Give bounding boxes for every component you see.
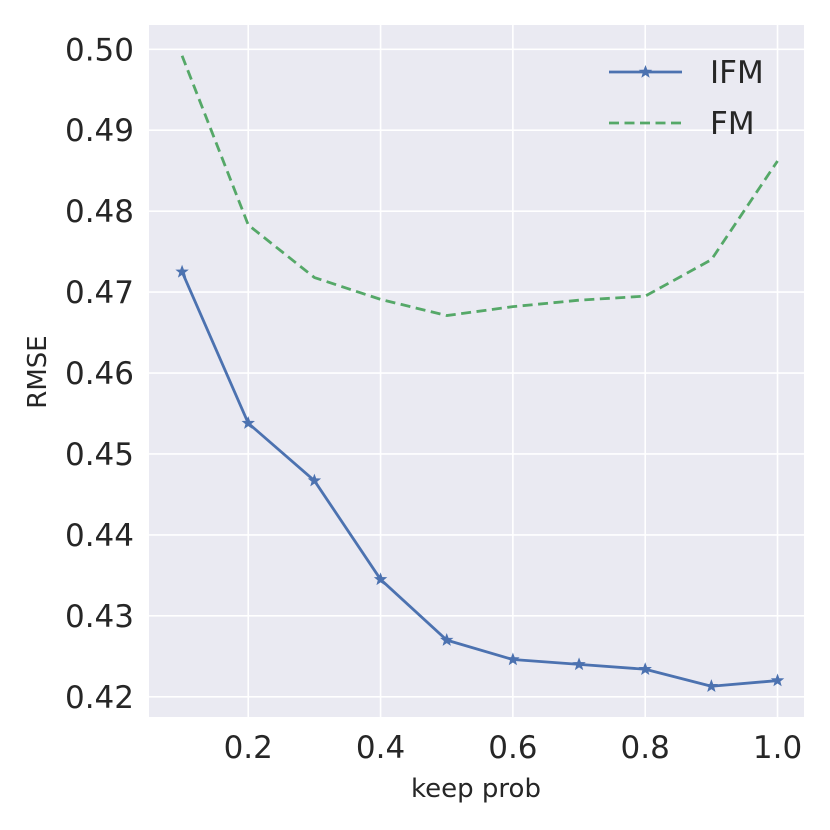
x-tick-label: 1.0 — [753, 730, 802, 766]
x-tick-labels: 0.2 0.4 0.6 0.8 1.0 — [224, 730, 803, 766]
legend-label-fm: FM — [710, 106, 755, 142]
plot-background — [149, 25, 804, 717]
grid — [149, 25, 804, 717]
data-point-ifm — [506, 652, 520, 666]
series-ifm — [175, 264, 785, 692]
y-tick-label: 0.48 — [65, 194, 134, 230]
x-tick-label: 0.6 — [488, 730, 537, 766]
x-tick-label: 0.4 — [356, 730, 405, 766]
y-tick-label: 0.49 — [65, 113, 134, 149]
data-point-ifm — [175, 264, 189, 278]
y-tick-labels: 0.42 0.43 0.44 0.45 0.46 0.47 0.48 0.49 0.50 — [65, 32, 134, 715]
y-tick-label: 0.42 — [65, 680, 134, 716]
series-layer — [175, 55, 785, 692]
data-point-ifm — [572, 657, 586, 671]
y-tick-label: 0.47 — [65, 275, 134, 311]
y-tick-label: 0.46 — [65, 356, 134, 392]
data-point-ifm — [307, 473, 322, 487]
data-point-ifm — [440, 633, 454, 646]
x-tick-label: 0.8 — [621, 730, 670, 766]
x-axis-label: keep prob — [411, 774, 541, 804]
legend-marker-ifm — [638, 64, 653, 78]
y-tick-label: 0.50 — [65, 32, 134, 68]
legend-label-ifm: IFM — [710, 55, 764, 91]
y-tick-label: 0.43 — [65, 599, 134, 635]
y-tick-label: 0.44 — [65, 518, 134, 554]
data-point-ifm — [241, 416, 255, 429]
y-tick-label: 0.45 — [65, 437, 134, 473]
data-point-ifm — [373, 572, 388, 586]
legend: IFM FM — [609, 55, 764, 142]
x-tick-label: 0.2 — [224, 730, 273, 766]
data-point-ifm — [770, 673, 785, 687]
series-line-ifm — [180, 271, 778, 688]
series-fm — [180, 55, 779, 317]
data-point-ifm — [704, 679, 719, 692]
data-point-ifm — [638, 662, 652, 675]
y-axis-label: RMSE — [23, 335, 53, 408]
series-line-fm — [180, 55, 779, 317]
